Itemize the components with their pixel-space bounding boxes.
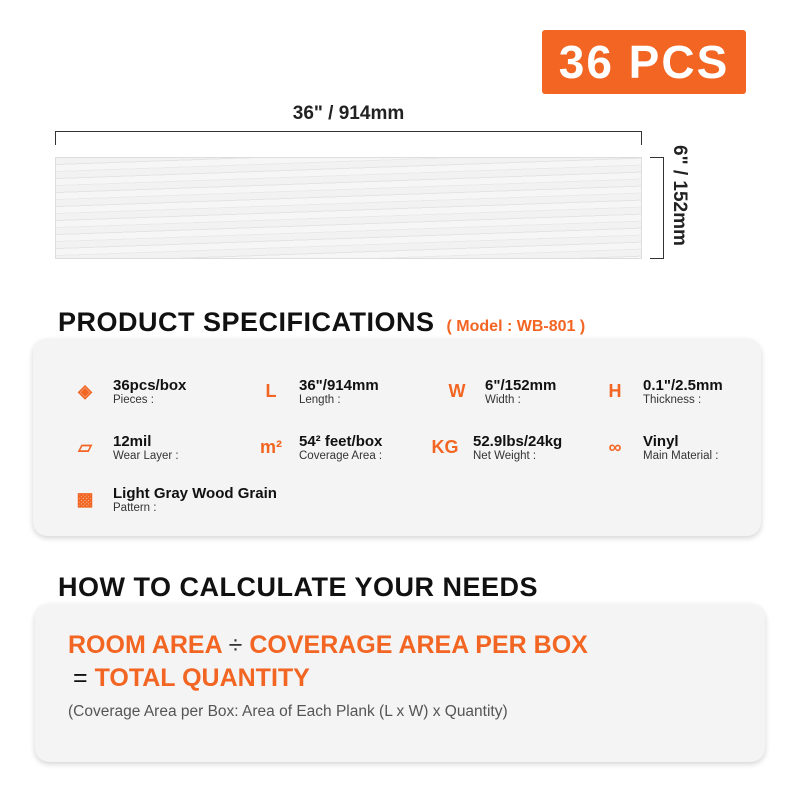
thickness-icon: H [608, 380, 622, 401]
spec-item: L 36"/914mm Length : [251, 371, 379, 411]
equals-sign: = [73, 664, 88, 692]
wood-grain-icon: ▩ [76, 488, 94, 509]
length-dimension-line [55, 131, 642, 145]
length-icon: L [265, 380, 277, 401]
spec-label: Wear Layer : [113, 449, 179, 462]
spec-label: Coverage Area : [299, 449, 383, 462]
spec-value: 12mil [113, 432, 152, 450]
spec-value: 6"/152mm [485, 376, 557, 394]
spec-label: Pattern : [113, 501, 157, 514]
width-dimension: 6" / 152mm [669, 145, 690, 246]
spec-value: 0.1"/2.5mm [643, 376, 723, 394]
spec-label: Net Weight : [473, 449, 537, 462]
spec-value: Light Gray Wood Grain [113, 484, 277, 502]
spec-value: 36"/914mm [299, 376, 379, 394]
layers-icon: ◈ [78, 380, 92, 401]
spec-value: 36pcs/box [113, 376, 187, 394]
spec-item: H 0.1"/2.5mm Thickness : [595, 371, 723, 411]
plank-image [55, 157, 642, 259]
spec-label: Pieces : [113, 393, 154, 406]
model-number: ( Model : WB-801 ) [446, 318, 586, 335]
formula-line-2: = TOTAL QUANTITY [73, 664, 310, 693]
spec-item: W 6"/152mm Width : [437, 371, 557, 411]
formula-line-1: ROOM AREA ÷ COVERAGE AREA PER BOX [68, 631, 588, 660]
spec-label: Length : [299, 393, 341, 406]
spec-value: 54² feet/box [299, 432, 383, 450]
specs-title: PRODUCT SPECIFICATIONS [58, 307, 435, 337]
spec-item: KG 52.9lbs/24kg Net Weight : [425, 427, 563, 467]
specs-header: PRODUCT SPECIFICATIONS ( Model : WB-801 … [58, 307, 585, 338]
spec-value: 52.9lbs/24kg [473, 432, 563, 450]
calc-header: HOW TO CALCULATE YOUR NEEDS [58, 572, 538, 603]
wear-layer-icon: ▱ [78, 436, 92, 457]
room-area: ROOM AREA [68, 631, 222, 659]
material-icon: ∞ [608, 436, 622, 457]
coverage-area-icon: m² [260, 436, 282, 457]
calc-card: ROOM AREA ÷ COVERAGE AREA PER BOX = TOTA… [35, 604, 765, 762]
length-dimension: 36" / 914mm [292, 103, 405, 124]
spec-label: Thickness : [643, 393, 702, 406]
weight-icon: KG [431, 436, 459, 457]
total-quantity: TOTAL QUANTITY [94, 664, 310, 692]
spec-item: ◈ 36pcs/box Pieces : [65, 371, 186, 411]
divide-sign: ÷ [228, 631, 243, 659]
specs-card: ◈ 36pcs/box Pieces : L 36"/914mm Length : W 6"/… [33, 339, 761, 536]
spec-item: m² 54² feet/box Coverage Area : [251, 427, 382, 467]
formula-note: (Coverage Area per Box: Area of Each Pla… [68, 703, 508, 720]
spec-value: Vinyl [643, 432, 679, 450]
quantity-badge: 36 PCS [542, 30, 746, 94]
spec-label: Width : [485, 393, 521, 406]
coverage-per-box: COVERAGE AREA PER BOX [249, 631, 588, 659]
width-icon: W [448, 380, 466, 401]
spec-item: ▱ 12mil Wear Layer : [65, 427, 179, 467]
spec-item: ▩ Light Gray Wood Grain Pattern : [65, 479, 277, 519]
spec-item: ∞ Vinyl Main Material : [595, 427, 719, 467]
spec-label: Main Material : [643, 449, 719, 462]
width-dimension-line [650, 157, 664, 259]
calc-title: HOW TO CALCULATE YOUR NEEDS [58, 572, 539, 602]
